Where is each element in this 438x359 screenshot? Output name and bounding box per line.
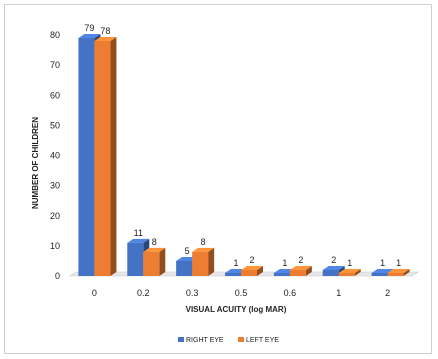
y-tick-label: 40	[50, 151, 60, 161]
bar-side	[257, 265, 263, 276]
bar-top	[289, 265, 312, 270]
y-tick-label: 10	[50, 241, 60, 251]
x-tick-label: 0.6	[284, 288, 297, 298]
bar-front	[387, 272, 404, 276]
bar-top	[387, 268, 410, 273]
y-tick-label: 20	[50, 211, 60, 221]
bar-side	[354, 268, 361, 276]
x-tick-label: 0.2	[137, 288, 150, 298]
data-label: 79	[84, 23, 94, 33]
legend-label-right-eye: RIGHT EYE	[186, 337, 224, 344]
data-label: 1	[347, 258, 352, 268]
data-label: 2	[331, 255, 336, 265]
bar	[241, 265, 263, 276]
bar	[289, 265, 312, 276]
y-tick-label: 30	[50, 181, 60, 191]
bar-top	[338, 268, 361, 273]
data-label: 11	[134, 228, 143, 238]
x-tick-label: 0.3	[186, 288, 199, 298]
data-label: 1	[380, 258, 385, 268]
bar-side	[159, 247, 166, 276]
bar-front	[176, 260, 193, 276]
x-axis-title: VISUAL ACUITY (log MAR)	[186, 305, 287, 314]
bar-top	[241, 265, 263, 270]
chart-frame	[4, 4, 432, 354]
bar-side	[110, 37, 117, 277]
data-label: 1	[396, 258, 401, 268]
bar-front	[289, 269, 306, 276]
data-label: 2	[298, 255, 303, 265]
x-tick-label: 1	[336, 288, 341, 298]
bar-front	[338, 272, 355, 276]
y-tick-label: 60	[50, 90, 60, 100]
bar-top	[371, 268, 394, 273]
bar-side	[305, 265, 312, 276]
bar-front	[371, 272, 388, 276]
data-label: 2	[249, 255, 254, 265]
data-label: 1	[233, 258, 238, 268]
bar-front	[225, 272, 241, 276]
bars	[78, 34, 410, 277]
bar-top	[143, 247, 166, 252]
bar-front	[192, 251, 209, 276]
y-tick-label: 0	[55, 271, 60, 281]
bar-top	[322, 265, 345, 270]
bar-front	[273, 272, 290, 276]
bar-front	[78, 38, 95, 277]
bar-front	[322, 269, 339, 276]
bar-front	[143, 251, 160, 276]
y-axis-title: NUMBER OF CHILDREN	[31, 117, 40, 209]
bar-top	[78, 34, 101, 39]
x-tick-label: 2	[385, 288, 390, 298]
y-tick-label: 70	[50, 60, 60, 70]
data-label: 1	[282, 258, 287, 268]
bar-front	[241, 269, 257, 276]
legend-swatch-right-eye	[178, 337, 184, 342]
bar	[387, 268, 410, 276]
bar	[94, 37, 117, 277]
legend-label-left-eye: LEFT EYE	[246, 337, 279, 344]
bar-top	[127, 238, 150, 243]
y-axis-ticks: 0 10 20 30 40 50 60 70 80	[50, 30, 60, 281]
data-label: 78	[100, 26, 110, 36]
data-label: 8	[152, 237, 157, 247]
bar-top	[192, 247, 215, 252]
y-tick-label: 50	[50, 120, 60, 130]
data-label: 8	[201, 237, 206, 247]
bar-front	[94, 41, 111, 277]
legend-swatch-left-eye	[238, 337, 244, 342]
legend: RIGHT EYE LEFT EYE	[178, 337, 279, 344]
bar-side	[208, 247, 215, 276]
x-axis-ticks: 0 0.2 0.3 0.5 0.6 1 2	[92, 288, 390, 298]
y-tick-label: 80	[50, 30, 60, 40]
bar-side	[403, 268, 410, 276]
data-label: 5	[185, 246, 190, 256]
bar-front	[127, 242, 144, 276]
x-tick-label: 0	[92, 288, 97, 298]
bar	[143, 247, 166, 276]
bar	[192, 247, 215, 276]
bar-top	[94, 37, 117, 42]
x-tick-label: 0.5	[235, 288, 248, 298]
bar	[338, 268, 361, 276]
